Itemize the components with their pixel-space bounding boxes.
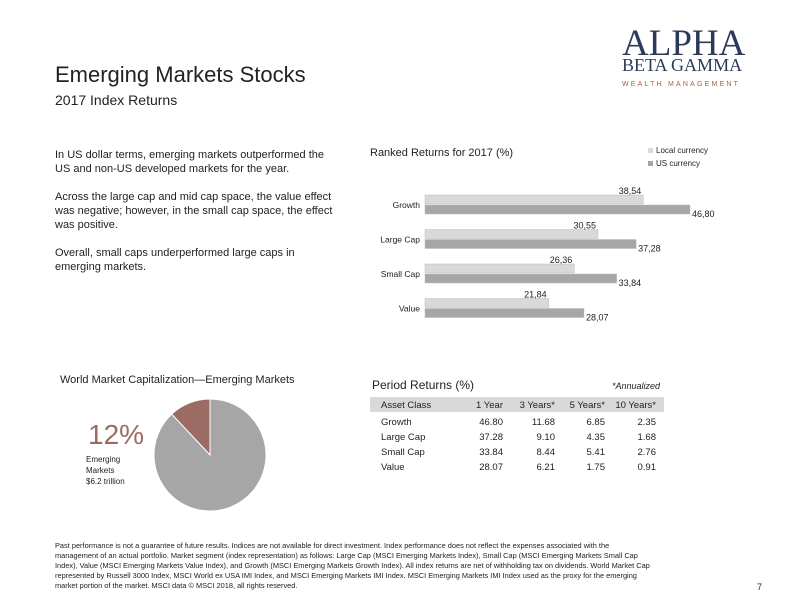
table-cell: 6.85 — [587, 417, 606, 428]
pie-annotation: Markets — [86, 466, 114, 475]
table-cell: Small Cap — [381, 447, 425, 458]
bar — [424, 298, 549, 308]
paragraph-line: Across the large cap and mid cap space, … — [55, 191, 331, 203]
footnote-line: management of an actual portfolio. Marke… — [55, 551, 638, 560]
bar-chart-title: Ranked Returns for 2017 (%) — [370, 147, 513, 159]
bar — [424, 308, 585, 318]
category-label: Growth — [393, 200, 421, 210]
logo-wealth: WEALTH MANAGEMENT — [622, 81, 740, 88]
table-header-cell: 10 Years* — [615, 400, 656, 411]
table-cell: 5.41 — [587, 447, 606, 458]
legend-label: US currency — [656, 159, 700, 168]
category-label: Small Cap — [381, 269, 420, 279]
value-label: 30,55 — [573, 221, 596, 231]
pie-annotation: Emerging — [86, 455, 120, 464]
table-header-cell: 1 Year — [476, 400, 503, 411]
table-cell: Value — [381, 462, 405, 473]
paragraph-line: emerging markets. — [55, 261, 146, 273]
slide-title: Emerging Markets Stocks — [55, 62, 306, 87]
bar — [424, 229, 599, 239]
logo-alpha: ALPHA — [622, 23, 746, 64]
table-cell: 28.07 — [479, 462, 503, 473]
footnote-line: Index), Value (MSCI Emerging Markets Val… — [55, 561, 650, 570]
table-cell: Growth — [381, 417, 412, 428]
value-label: 37,28 — [638, 244, 661, 254]
category-label: Large Cap — [380, 235, 420, 245]
paragraph-line: was negative; however, in the small cap … — [54, 205, 332, 217]
table-cell: 0.91 — [638, 462, 657, 473]
category-label: Value — [399, 304, 420, 314]
table-cell: 8.44 — [537, 447, 556, 458]
value-label: 21,84 — [524, 290, 547, 300]
pie-value-label: 12% — [88, 419, 144, 450]
table-cell: 33.84 — [479, 447, 503, 458]
pie-chart-title: World Market Capitalization—Emerging Mar… — [60, 374, 295, 386]
table-cell: 4.35 — [587, 432, 606, 443]
table-header-cell: 5 Years* — [570, 400, 606, 411]
paragraph-line: was positive. — [54, 219, 118, 231]
legend-label: Local currency — [656, 146, 708, 155]
pie-slice — [153, 398, 267, 512]
slide-subtitle: 2017 Index Returns — [55, 92, 177, 108]
table-cell: 11.68 — [532, 417, 555, 428]
pie-annotation: $6.2 trillion — [86, 477, 125, 486]
value-label: 38,54 — [619, 186, 642, 196]
table-cell: 37.28 — [479, 432, 503, 443]
legend-swatch — [648, 161, 653, 166]
table-cell: 2.76 — [638, 447, 657, 458]
table-title: Period Returns (%) — [372, 378, 474, 392]
bar — [424, 239, 637, 249]
value-label: 33,84 — [619, 278, 642, 288]
value-label: 26,36 — [550, 255, 573, 265]
value-label: 46,80 — [692, 209, 715, 219]
paragraph-line: Overall, small caps underperformed large… — [55, 247, 295, 259]
paragraph-line: US and non-US developed markets for the … — [55, 163, 289, 175]
table-header-cell: Asset Class — [381, 400, 431, 411]
table-note: *Annualized — [612, 381, 661, 391]
bar — [424, 194, 644, 205]
page-number: 7 — [757, 582, 762, 592]
table-cell: 1.75 — [587, 462, 606, 473]
bar — [424, 273, 617, 284]
logo-beta-gamma: BETA GAMMA — [622, 55, 742, 75]
table-header-bg — [370, 397, 664, 412]
footnote-line: market portion of the market. MSCI data … — [55, 581, 297, 590]
bar — [424, 204, 691, 215]
table-cell: 46.80 — [479, 417, 503, 428]
table-header-cell: 3 Years* — [520, 400, 556, 411]
footnote-line: Past performance is not a guarantee of f… — [55, 541, 609, 550]
table-cell: 6.21 — [537, 462, 556, 473]
table-cell: 9.10 — [537, 432, 556, 443]
table-cell: 2.35 — [638, 417, 657, 428]
paragraph-line: In US dollar terms, emerging markets out… — [55, 149, 324, 161]
legend-swatch — [648, 148, 653, 153]
footnote-line: represented by Russell 3000 Index, MSCI … — [55, 571, 637, 580]
table-cell: Large Cap — [381, 432, 425, 443]
bar — [424, 263, 575, 274]
value-label: 28,07 — [586, 313, 609, 323]
table-cell: 1.68 — [638, 432, 657, 443]
